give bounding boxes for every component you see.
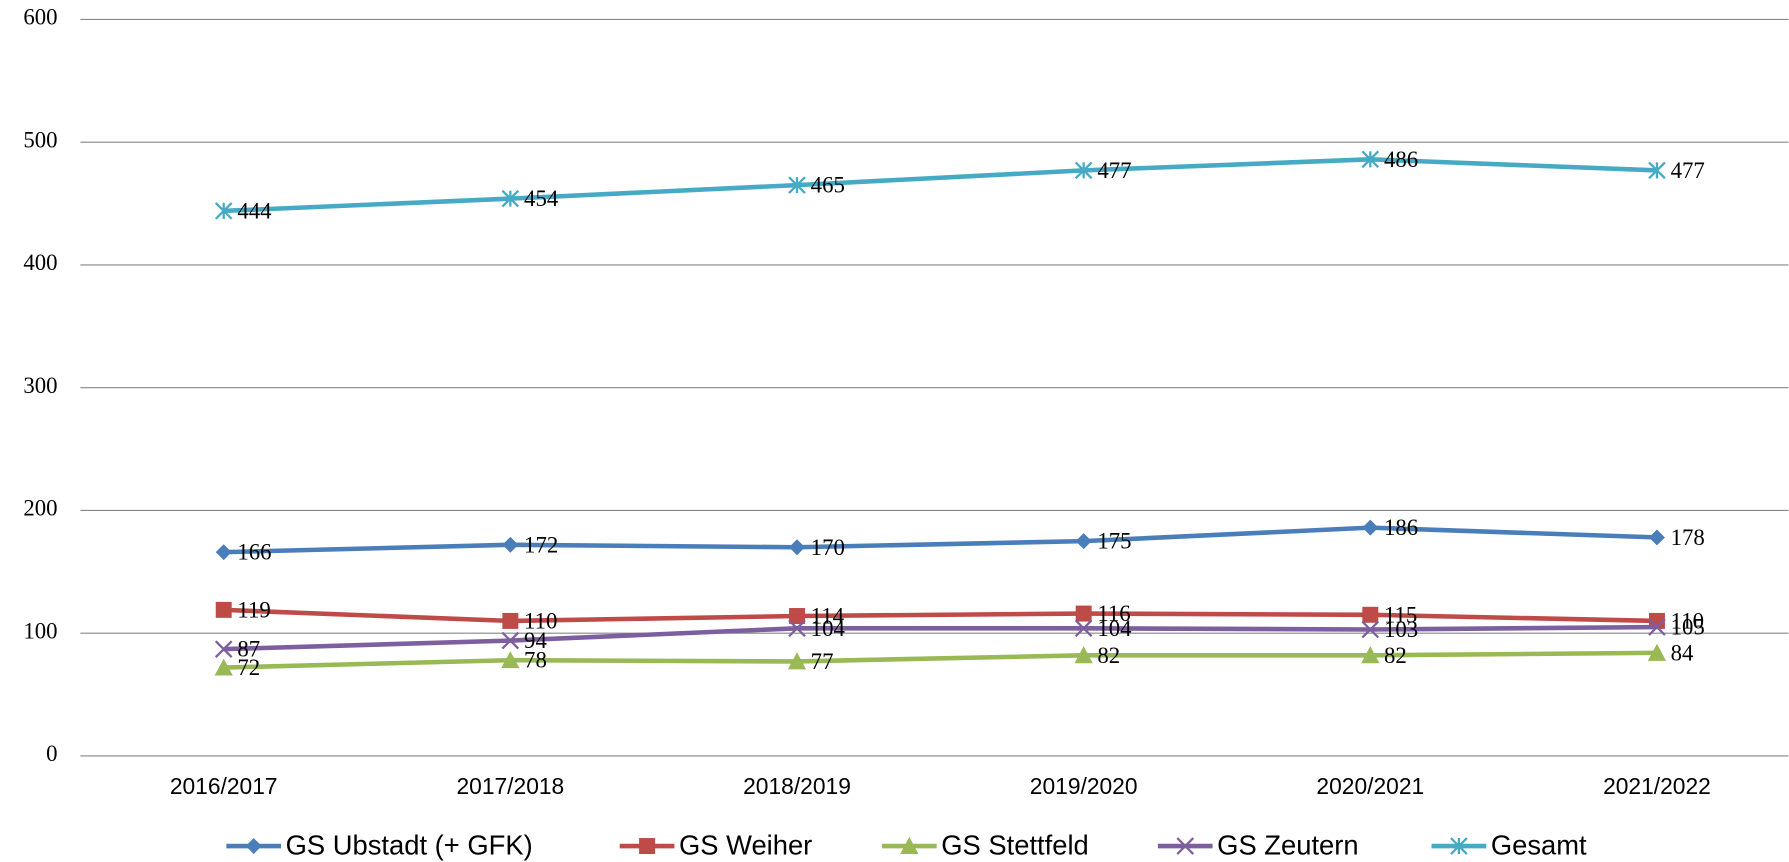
data-label: 94 [524,628,547,653]
marker [215,544,232,561]
x-tick-label: 2021/2022 [1603,773,1711,799]
marker [900,836,919,855]
marker [1648,529,1665,546]
data-label: 178 [1671,525,1705,550]
data-label: 477 [1671,158,1705,183]
data-label: 82 [1384,643,1407,668]
marker [214,658,233,676]
legend-label: Gesamt [1491,829,1587,860]
x-tick-label: 2016/2017 [170,773,278,799]
marker [789,608,805,624]
data-label: 104 [811,616,846,641]
x-tick-label: 2017/2018 [456,773,564,799]
data-label: 77 [811,649,834,674]
series: 119 110 114 116 115 110 [215,597,1704,633]
data-label: 170 [811,535,845,560]
data-label: 110 [1671,608,1704,633]
legend-label: GS Stettfeld [941,829,1089,860]
marker [1074,646,1093,664]
marker [789,539,805,556]
y-tick-label: 200 [23,496,57,521]
marker [1074,619,1093,638]
y-tick-label: 300 [23,373,57,398]
data-label: 87 [237,637,260,662]
data-label: 477 [1097,158,1131,183]
data-label: 103 [1384,617,1418,642]
x-tick-label: 2020/2021 [1316,773,1424,799]
marker [1074,161,1093,180]
legend-item: GS Stettfeld [881,829,1089,860]
marker [639,838,656,855]
marker [501,631,520,650]
marker [787,652,807,670]
x-tick-label: 2019/2020 [1030,773,1138,799]
data-label: 114 [811,604,845,629]
series: 444 454 465 477 486 477 [214,147,1705,223]
data-label: 486 [1384,147,1418,172]
marker [1075,533,1092,550]
data-label: 110 [524,608,557,633]
data-label: 465 [811,173,845,198]
legend-item: GS Weiher [619,829,812,860]
marker [1648,161,1666,180]
marker [501,651,520,669]
data-label: 172 [524,532,558,557]
marker [788,619,806,638]
line [223,624,1657,652]
data-label: 186 [1384,515,1418,540]
marker [1450,837,1468,855]
legend-item: GS Zeutern [1157,829,1359,860]
legend-label: GS Weiher [679,829,812,860]
line [223,525,1658,555]
y-tick-label: 100 [23,618,57,643]
series: 72 78 77 82 82 84 [214,640,1694,680]
line [223,607,1658,624]
legend-item: Gesamt [1431,829,1587,860]
series: 87 94 104 104 103 105 [214,615,1705,662]
data-label: 166 [237,540,271,565]
y-tick-label: 400 [23,250,57,275]
marker [214,202,233,220]
marker [1176,837,1195,855]
data-label: 72 [237,655,260,680]
data-label: 84 [1671,640,1694,665]
y-tick-label: 0 [46,741,57,766]
data-label: 104 [1097,616,1132,641]
marker [502,536,519,553]
series: 166 172 170 175 186 178 [215,515,1705,565]
marker [214,640,233,658]
y-tick-label: 600 [23,5,57,30]
data-label: 116 [1097,601,1130,626]
marker [788,176,806,194]
marker [1647,643,1667,661]
y-tick-label: 500 [23,127,57,152]
marker [502,612,519,629]
x-tick-label: 2018/2019 [743,773,851,799]
data-label: 454 [524,186,559,211]
marker [1361,150,1380,169]
marker [245,838,262,855]
marker [1648,618,1666,636]
line [223,650,1657,670]
legend-label: GS Zeutern [1217,829,1358,860]
data-label: 175 [1097,529,1131,554]
marker [215,601,232,618]
marker [501,189,520,208]
data-label: 105 [1671,615,1705,640]
marker [1362,519,1379,536]
marker [1361,620,1380,639]
data-label: 444 [237,198,272,223]
data-label: 115 [1384,602,1417,627]
line [223,157,1658,214]
marker [1075,605,1092,622]
legend-label: GS Ubstadt (+ GFK) [286,829,533,860]
marker [1362,606,1379,623]
legend-item: GS Ubstadt (+ GFK) [226,829,533,860]
marker [1361,646,1380,664]
data-label: 82 [1097,643,1120,668]
data-label: 119 [237,597,270,622]
data-label: 78 [524,648,547,673]
